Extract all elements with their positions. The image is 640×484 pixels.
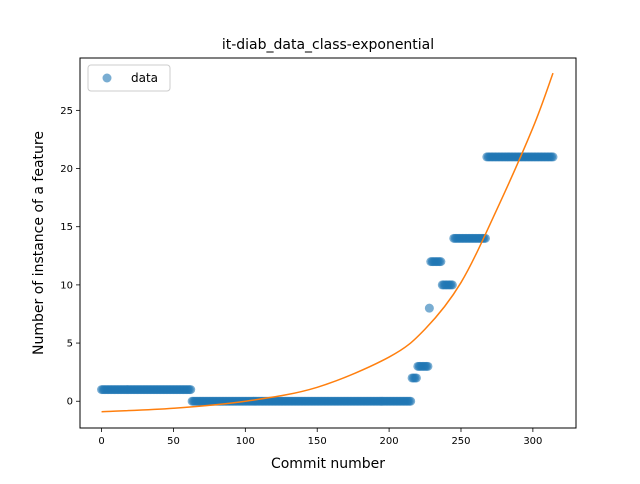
y-tick-label: 25 — [60, 106, 73, 117]
data-point — [423, 361, 433, 371]
y-axis-label: Number of instance of a feature — [31, 131, 47, 355]
data-point — [436, 257, 446, 267]
data-point — [447, 280, 457, 290]
legend-box — [87, 64, 171, 92]
x-tick-label: 0 — [98, 436, 104, 447]
x-tick-label: 150 — [308, 436, 327, 447]
x-tick-label: 50 — [167, 436, 180, 447]
y-tick-label: 10 — [60, 280, 73, 291]
data-point — [406, 396, 416, 406]
data-point — [186, 385, 196, 395]
legend: data — [87, 64, 171, 92]
data-layer — [97, 72, 558, 413]
data-point — [411, 373, 421, 383]
chart-title: it-diab_data_class-exponential — [222, 37, 434, 53]
y-tick-label: 5 — [67, 339, 73, 350]
data-point — [424, 303, 434, 313]
legend-label-data: data — [131, 71, 158, 85]
x-tick-label: 200 — [380, 436, 399, 447]
y-tick-label: 0 — [67, 397, 73, 408]
plot-frame — [79, 57, 577, 429]
y-tick-label: 15 — [60, 222, 73, 233]
data-point — [548, 152, 558, 162]
ticks-layer: 0 50 100 150 200 250 300 0 5 10 15 20 25 — [60, 106, 542, 447]
x-tick-label: 250 — [451, 436, 470, 447]
x-tick-label: 300 — [523, 436, 542, 447]
x-axis-label: Commit number — [271, 456, 385, 472]
legend-marker-data — [102, 73, 112, 83]
exponential-fit-line — [101, 72, 554, 413]
x-tick-label: 100 — [236, 436, 255, 447]
y-tick-label: 20 — [60, 164, 73, 175]
